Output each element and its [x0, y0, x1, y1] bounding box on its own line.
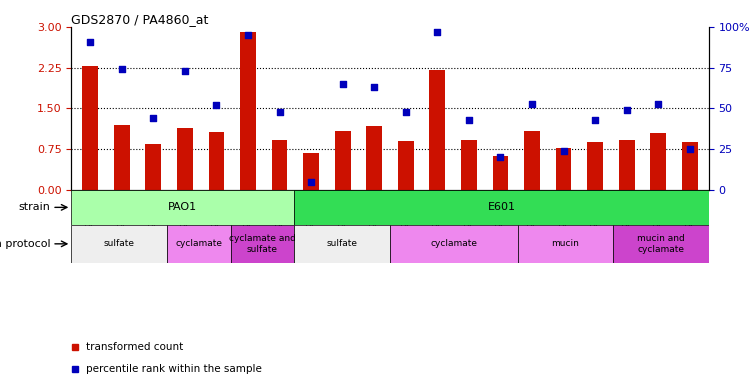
Bar: [303, 153, 319, 190]
Point: [274, 109, 286, 115]
Bar: [366, 126, 382, 190]
Text: cyclamate: cyclamate: [176, 239, 222, 248]
Bar: [231, 225, 294, 263]
Bar: [493, 156, 508, 190]
Bar: [71, 190, 294, 225]
Bar: [556, 148, 572, 190]
Bar: [619, 140, 634, 190]
Text: growth protocol: growth protocol: [0, 239, 50, 249]
Bar: [71, 225, 166, 263]
Bar: [294, 190, 709, 225]
Text: GDS2870 / PA4860_at: GDS2870 / PA4860_at: [71, 13, 209, 26]
Text: cyclamate: cyclamate: [430, 239, 477, 248]
Bar: [430, 70, 445, 190]
Bar: [114, 125, 130, 190]
Point: [368, 84, 380, 90]
Point: [84, 38, 96, 45]
Bar: [614, 225, 709, 263]
Point: [305, 179, 317, 185]
Point: [178, 68, 190, 74]
Text: strain: strain: [19, 202, 50, 212]
Bar: [146, 144, 161, 190]
Bar: [272, 140, 287, 190]
Text: mucin and
cyclamate: mucin and cyclamate: [637, 234, 685, 253]
Bar: [209, 132, 224, 190]
Point: [463, 117, 475, 123]
Point: [337, 81, 349, 87]
Text: cyclamate and
sulfate: cyclamate and sulfate: [229, 234, 296, 253]
Point: [590, 117, 602, 123]
Bar: [240, 32, 256, 190]
Bar: [650, 133, 666, 190]
Bar: [390, 225, 518, 263]
Point: [211, 102, 223, 108]
Point: [494, 154, 506, 161]
Point: [652, 101, 664, 107]
Bar: [177, 127, 193, 190]
Point: [684, 146, 696, 152]
Bar: [398, 141, 414, 190]
Bar: [334, 131, 350, 190]
Text: sulfate: sulfate: [327, 239, 358, 248]
Bar: [524, 131, 540, 190]
Point: [557, 148, 569, 154]
Bar: [461, 140, 477, 190]
Point: [621, 107, 633, 113]
Text: sulfate: sulfate: [104, 239, 134, 248]
Text: percentile rank within the sample: percentile rank within the sample: [86, 364, 262, 374]
Point: [400, 109, 412, 115]
Bar: [682, 142, 698, 190]
Text: PAO1: PAO1: [168, 202, 197, 212]
Bar: [587, 142, 603, 190]
Bar: [82, 66, 98, 190]
Text: E601: E601: [488, 202, 515, 212]
Text: mucin: mucin: [551, 239, 579, 248]
Bar: [518, 225, 614, 263]
Text: transformed count: transformed count: [86, 342, 184, 352]
Point: [242, 32, 254, 38]
Point: [431, 29, 443, 35]
Point: [147, 115, 159, 121]
Point: [116, 66, 128, 73]
Bar: [166, 225, 231, 263]
Point: [526, 101, 538, 107]
Bar: [294, 225, 390, 263]
